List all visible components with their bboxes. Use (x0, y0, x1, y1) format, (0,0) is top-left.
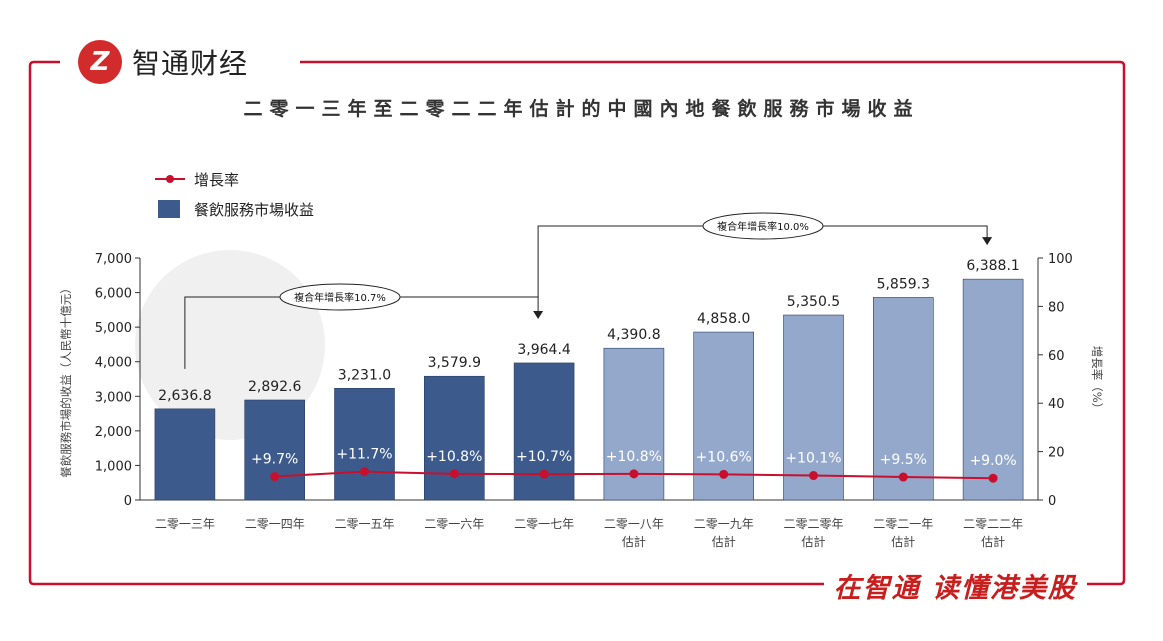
brand-logo-icon: Z (78, 40, 122, 84)
cagr-label-2: 複合年增長率10.0% (717, 220, 809, 233)
bar (423, 375, 485, 501)
y-tick-label: 4,000 (95, 356, 132, 371)
x-tick-label: 估計 (622, 534, 646, 549)
legend-bar-label: 餐飲服務市場收益 (194, 201, 314, 219)
x-tick-label: 二零一三年 (155, 517, 215, 531)
growth-label: +10.1% (785, 451, 841, 467)
bar-value-label: 5,859.3 (877, 276, 930, 292)
y-tick-label: 2,000 (95, 425, 132, 440)
bar (783, 314, 844, 501)
y2-tick-label: 100 (1048, 252, 1073, 267)
bar-value-label: 2,636.8 (158, 388, 211, 404)
bar (244, 399, 305, 501)
growth-point (360, 467, 369, 477)
bar (872, 297, 934, 501)
y-tick-label: 3,000 (95, 390, 132, 405)
y-tick-label: 0 (124, 494, 132, 509)
growth-label: +10.8% (606, 449, 662, 465)
growth-label: +10.8% (426, 449, 482, 465)
y2-axis-label: 增長率（%） (1090, 346, 1104, 414)
chart-title: 二零一三年至二零二二年估計的中國內地餐飲服務市場收益 (243, 98, 920, 120)
x-tick-label: 二零二一年 (873, 517, 933, 531)
growth-point (539, 469, 549, 479)
growth-label: +11.7% (336, 447, 392, 463)
growth-label: +9.7% (251, 452, 298, 468)
x-tick-label: 二零一五年 (334, 517, 394, 531)
y-tick-label: 5,000 (95, 321, 132, 336)
y-axis-label: 餐飲服務市場的收益（人民幣十億元） (59, 282, 73, 478)
x-tick-label: 二零一四年 (245, 517, 305, 531)
cagr-bubble-1 (279, 283, 401, 311)
growth-point (898, 472, 908, 482)
bar-value-label: 3,579.9 (428, 355, 481, 371)
slogan: 在智通 读懂港美股 (823, 566, 1087, 605)
growth-label: +9.5% (880, 452, 927, 468)
bar (154, 408, 216, 501)
bar-value-label: 6,388.1 (966, 258, 1019, 274)
growth-point (629, 469, 639, 479)
cagr-label-1: 複合年增長率10.7% (294, 291, 386, 304)
cagr-bubble-2 (702, 212, 824, 240)
y-tick-label: 7,000 (95, 252, 132, 267)
y2-tick-label: 20 (1048, 446, 1065, 461)
growth-label: +9.0% (969, 453, 1016, 469)
arrow-down-icon (982, 237, 993, 246)
y-tick-label: 6,000 (95, 287, 132, 302)
growth-label: +10.6% (696, 449, 752, 465)
bar-value-label: 4,390.8 (607, 327, 660, 343)
bar (962, 278, 1024, 501)
x-tick-label: 估計 (712, 534, 736, 549)
arrow-down-icon (533, 310, 544, 319)
y2-tick-label: 0 (1048, 494, 1056, 509)
bar (334, 387, 395, 501)
growth-point (270, 472, 280, 482)
legend-line-label: 增長率 (194, 171, 239, 189)
growth-point (988, 473, 998, 483)
growth-point (449, 469, 459, 479)
growth-point (719, 469, 729, 479)
brand-name: 智通财经 (132, 47, 249, 80)
y2-tick-label: 60 (1048, 349, 1065, 364)
x-tick-label: 二零一七年 (514, 517, 574, 531)
x-tick-label: 二零一六年 (424, 517, 484, 531)
growth-point (809, 471, 818, 481)
x-tick-label: 二零二零年 (783, 517, 843, 531)
y2-tick-label: 40 (1048, 397, 1065, 412)
y-tick-label: 1,000 (95, 459, 132, 474)
growth-label: +10.7% (516, 449, 572, 465)
bar (513, 362, 575, 501)
bar-value-label: 2,892.6 (248, 379, 302, 395)
legend-bar-swatch (158, 200, 180, 218)
bar-value-label: 3,964.4 (517, 342, 571, 358)
y2-tick-label: 80 (1048, 300, 1065, 315)
bar-value-label: 5,350.5 (787, 294, 840, 310)
legend-line-marker (166, 175, 174, 183)
x-tick-label: 估計 (801, 534, 825, 549)
x-tick-label: 估計 (981, 534, 1005, 549)
bar-value-label: 3,231.0 (338, 367, 391, 383)
brand-header: Z 智通财经 (78, 40, 263, 84)
x-tick-label: 估計 (891, 534, 915, 549)
bar-value-label: 4,858.0 (697, 311, 750, 327)
x-tick-label: 二零一八年 (604, 517, 664, 531)
x-tick-label: 二零一九年 (694, 517, 754, 531)
x-tick-label: 二零二二年 (963, 517, 1023, 531)
